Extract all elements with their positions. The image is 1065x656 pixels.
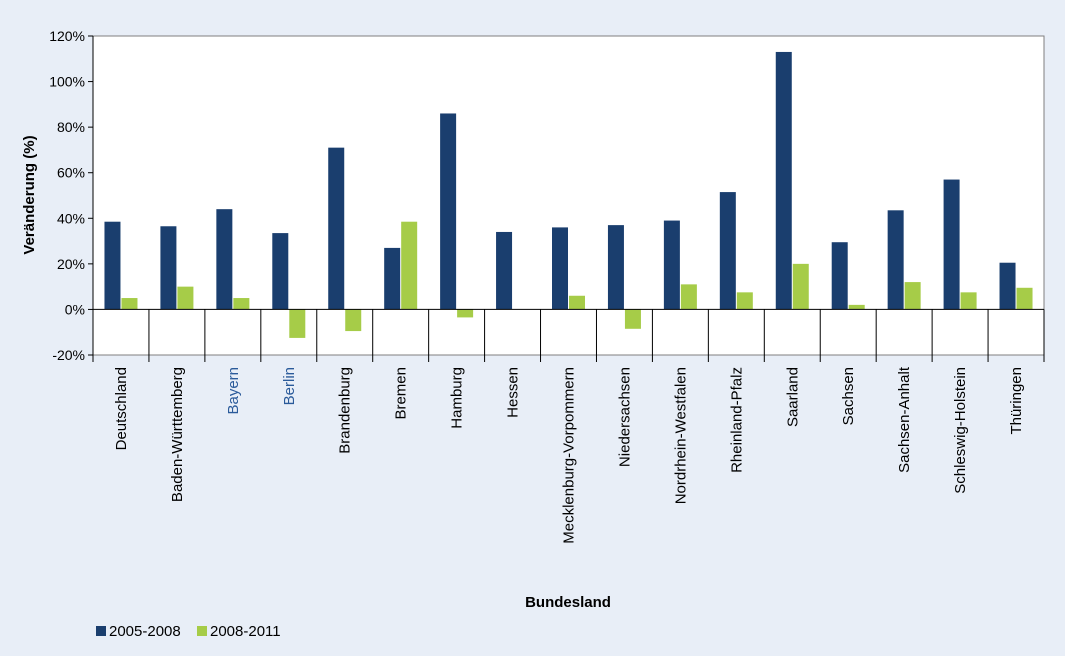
x-category-labels: Deutschland Baden-Württemberg Bayern Berlin…: [113, 366, 1025, 544]
bar-1-sachsen: [831, 242, 848, 310]
bar-2-sachsen-anhalt: [904, 282, 921, 310]
bar-1-hessen: [496, 231, 513, 310]
legend-swatch-series-1: [96, 626, 106, 636]
y-tick-label: -20%: [52, 347, 85, 363]
y-tick-label: 60%: [57, 165, 85, 181]
bar-1-schleswig-holstein: [943, 179, 960, 310]
x-category-label: Baden-Württemberg: [169, 367, 186, 502]
bar-2-niedersachsen: [624, 309, 641, 329]
x-category-label: Rheinland-Pfalz: [728, 367, 745, 473]
bar-2-hamburg: [457, 309, 474, 318]
legend-label-series-1: 2005-2008: [109, 623, 181, 640]
bar-2-rheinland-pfalz: [736, 292, 753, 310]
x-category-label: Hamburg: [449, 367, 466, 429]
x-category-label: Hessen: [505, 367, 522, 418]
bar-2-bremen: [401, 221, 418, 310]
x-category-label: Deutschland: [113, 367, 130, 450]
y-tick-label: 120%: [49, 28, 85, 44]
y-tick-label: 80%: [57, 119, 85, 135]
x-category-label: Bremen: [393, 367, 410, 420]
x-category-label: Niedersachsen: [616, 367, 633, 467]
bar-1-hamburg: [440, 113, 457, 310]
bar-1-deutschland: [104, 221, 121, 310]
bar-1-th-ringen: [999, 262, 1016, 310]
bar-2-bayern: [233, 298, 250, 310]
legend-label-series-2: 2008-2011: [210, 623, 281, 640]
y-tick-label: 0%: [65, 301, 85, 317]
bar-1-niedersachsen: [607, 225, 624, 310]
bar-1-bayern: [216, 209, 233, 310]
y-tick-label: 100%: [49, 74, 85, 90]
y-tick-label: 20%: [57, 256, 85, 272]
bar-1-berlin: [272, 233, 289, 310]
x-category-label: Berlin: [281, 367, 298, 405]
x-category-label: Saarland: [784, 367, 801, 427]
bar-1-saarland: [775, 51, 792, 310]
bars-group: [104, 51, 1033, 338]
x-category-label: Bayern: [225, 367, 242, 415]
x-category-label: Sachsen: [840, 367, 857, 425]
bar-1-rheinland-pfalz: [719, 192, 736, 310]
bar-2-deutschland: [121, 298, 138, 310]
bar-1-sachsen-anhalt: [887, 210, 904, 310]
bar-1-mecklenburg-vorpommern: [552, 227, 568, 310]
plot-area: [92, 35, 1045, 356]
y-tick-label: 40%: [57, 210, 85, 226]
y-tick-labels: -20% 0% 20% 40% 60% 80% 100% 120%: [49, 28, 85, 363]
legend-swatch-series-2: [197, 626, 207, 636]
bar-2-saarland: [792, 263, 809, 310]
y-axis-title: Veränderung (%): [21, 135, 38, 254]
x-category-label: Thüringen: [1008, 367, 1025, 435]
bar-1-nordrhein-westfalen: [663, 220, 680, 310]
axes-group: [88, 35, 1045, 362]
x-category-label: Schleswig-Holstein: [952, 367, 969, 494]
bar-2-baden-w-rttemberg: [177, 286, 194, 310]
x-category-label: Mecklenburg-Vorpommern: [561, 367, 578, 544]
bar-1-brandenburg: [328, 147, 345, 310]
bar-2-brandenburg: [345, 309, 362, 332]
bar-2-berlin: [289, 309, 306, 338]
x-axis-title: Bundesland: [525, 594, 611, 611]
bar-2-sachsen: [848, 304, 865, 310]
bar-2-mecklenburg-vorpommern: [569, 295, 585, 310]
legend: 2005-2008 2008-2011: [96, 623, 281, 640]
bar-2-th-ringen: [1016, 287, 1033, 310]
bar-2-schleswig-holstein: [960, 292, 977, 310]
bar-2-nordrhein-westfalen: [680, 284, 697, 310]
x-category-label: Nordrhein-Westfalen: [672, 367, 689, 504]
x-category-label: Brandenburg: [337, 367, 354, 454]
bar-1-bremen: [384, 247, 401, 310]
x-category-label: Sachsen-Anhalt: [896, 366, 913, 473]
bar-1-baden-w-rttemberg: [160, 226, 177, 310]
